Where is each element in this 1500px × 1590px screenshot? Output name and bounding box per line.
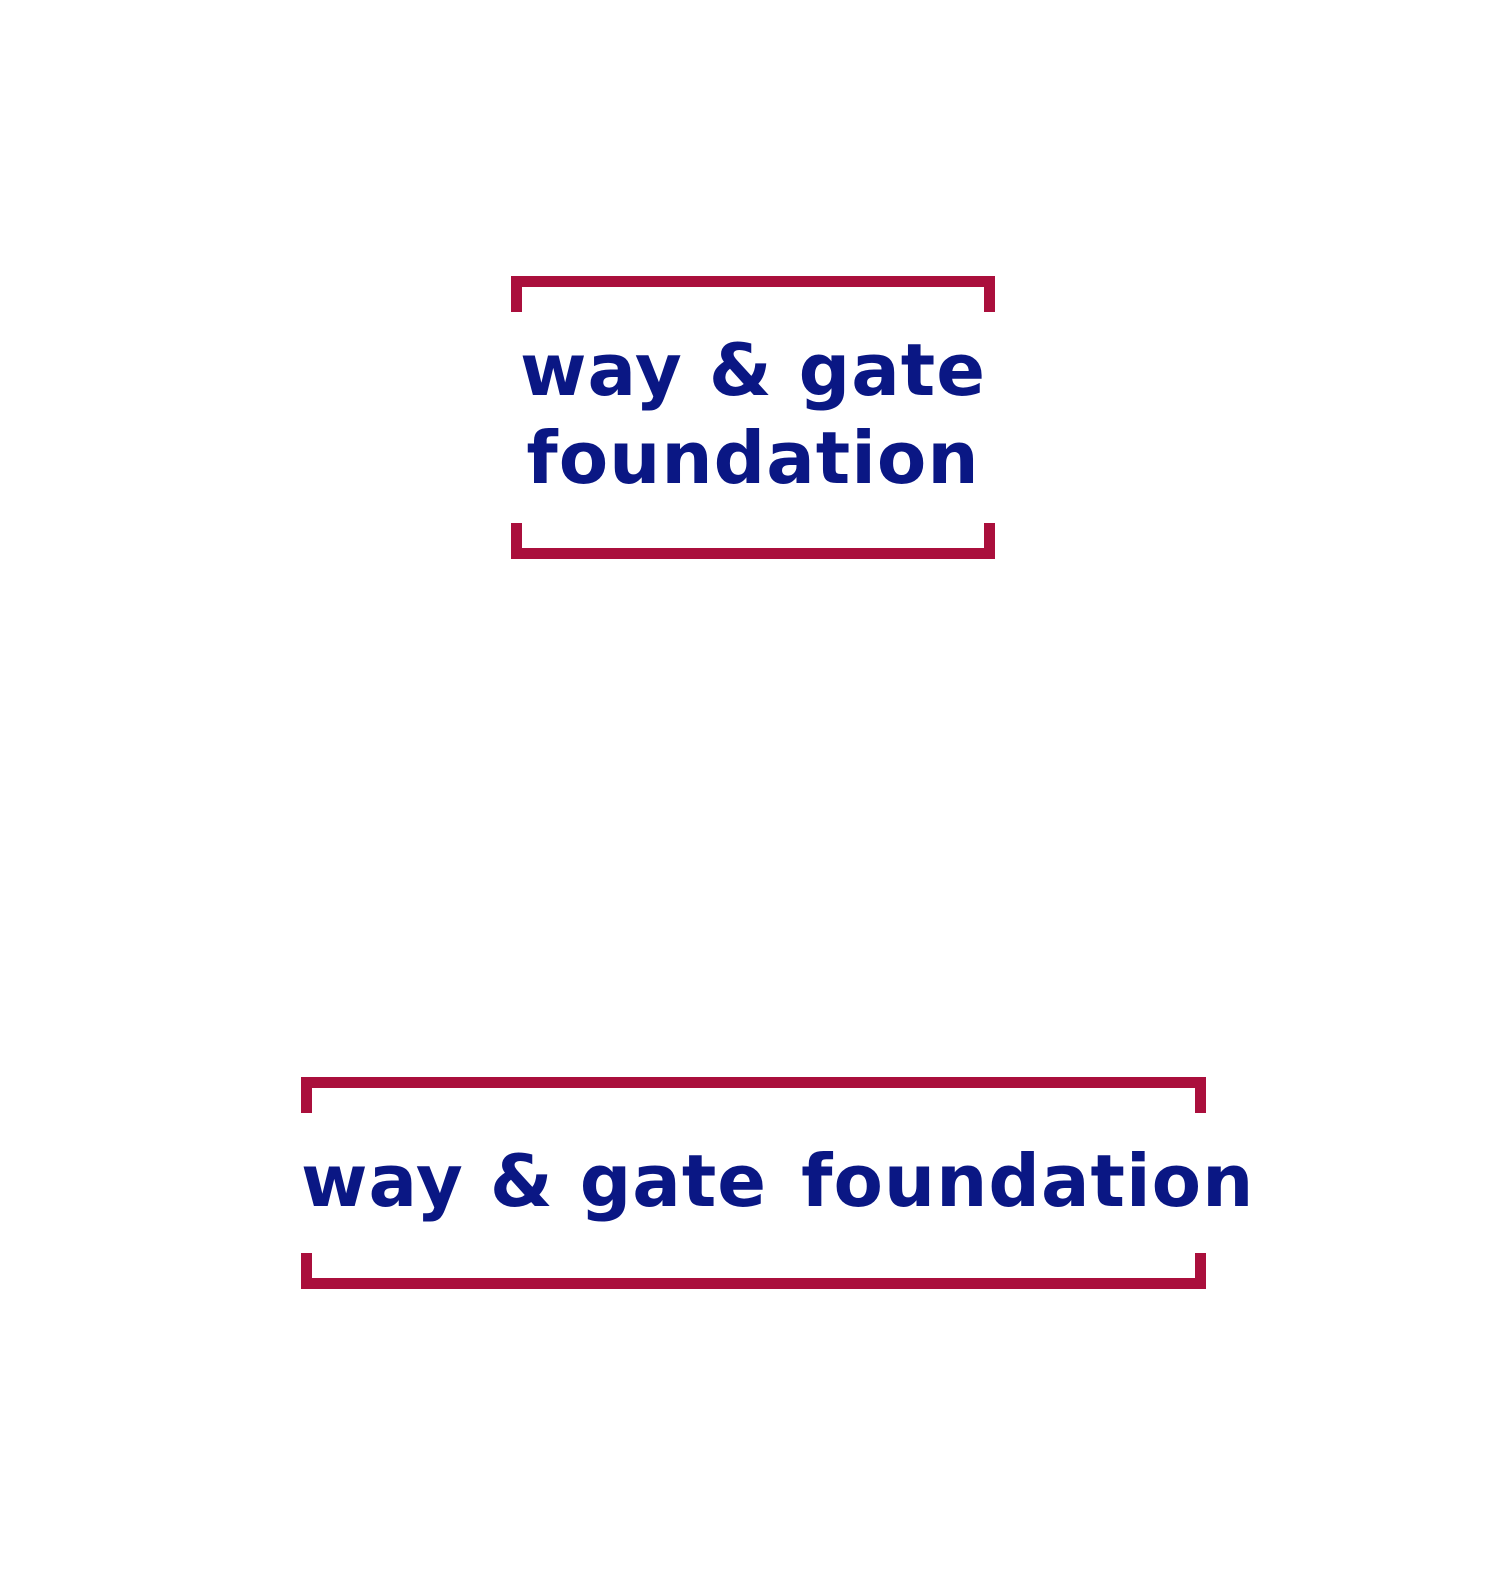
logo-bracket-top: [511, 276, 995, 312]
logo-stacked: way & gate foundation: [511, 276, 995, 559]
logo-wordmark: way & gate foundation: [301, 1137, 1253, 1225]
logo-bracket-bottom: [511, 523, 995, 559]
logo-bracket-bottom: [301, 1253, 1206, 1289]
logo-wordmark-part-2: foundation: [801, 1139, 1255, 1223]
logo-line-2: foundation: [526, 416, 980, 500]
logo-horizontal: way & gate foundation: [301, 1077, 1253, 1289]
logo-bracket-top: [301, 1077, 1206, 1113]
logo-wordmark-part-1: way & gate: [301, 1139, 768, 1223]
logo-line-1: way & gate: [519, 328, 987, 412]
